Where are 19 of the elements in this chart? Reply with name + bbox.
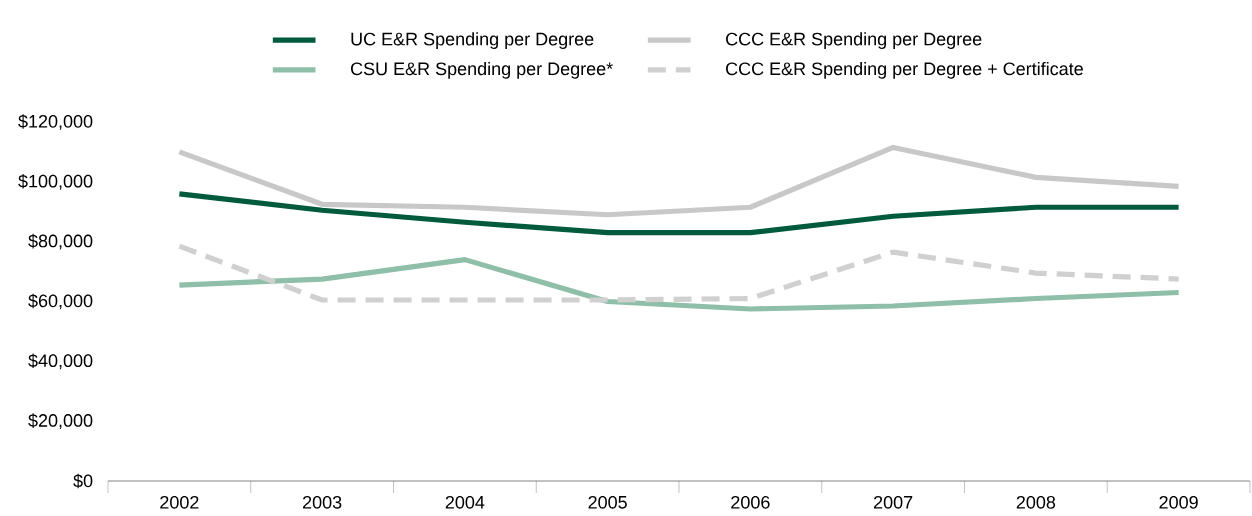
x-tick-label: 2008 [1016,495,1056,509]
x-tick-label: 2004 [445,495,485,509]
x-tick-label: 2003 [303,495,342,509]
x-tick-label: 2002 [160,495,199,509]
x-tick-label: 2006 [731,495,770,509]
x-tick-label: 2007 [874,495,913,509]
x-tick-label: 2005 [588,495,627,509]
legend-label: CCC E&R Spending per Degree [726,32,982,49]
legend-label: CCC E&R Spending per Degree + Certificate [726,61,1083,79]
y-tick-label: $80,000 [28,233,93,250]
y-tick-label: $20,000 [28,413,93,429]
y-tick-label: $40,000 [28,353,93,370]
y-tick-label: $120,000 [18,114,93,130]
y-tick-label: $100,000 [18,174,93,190]
legend-label: CSU E&R Spending per Degree* [351,61,613,79]
y-tick-label: $0 [73,473,93,489]
x-tick-label: 2009 [1159,495,1198,509]
y-tick-label: $60,000 [28,293,93,310]
legend-label: UC E&R Spending per Degree [351,32,594,49]
